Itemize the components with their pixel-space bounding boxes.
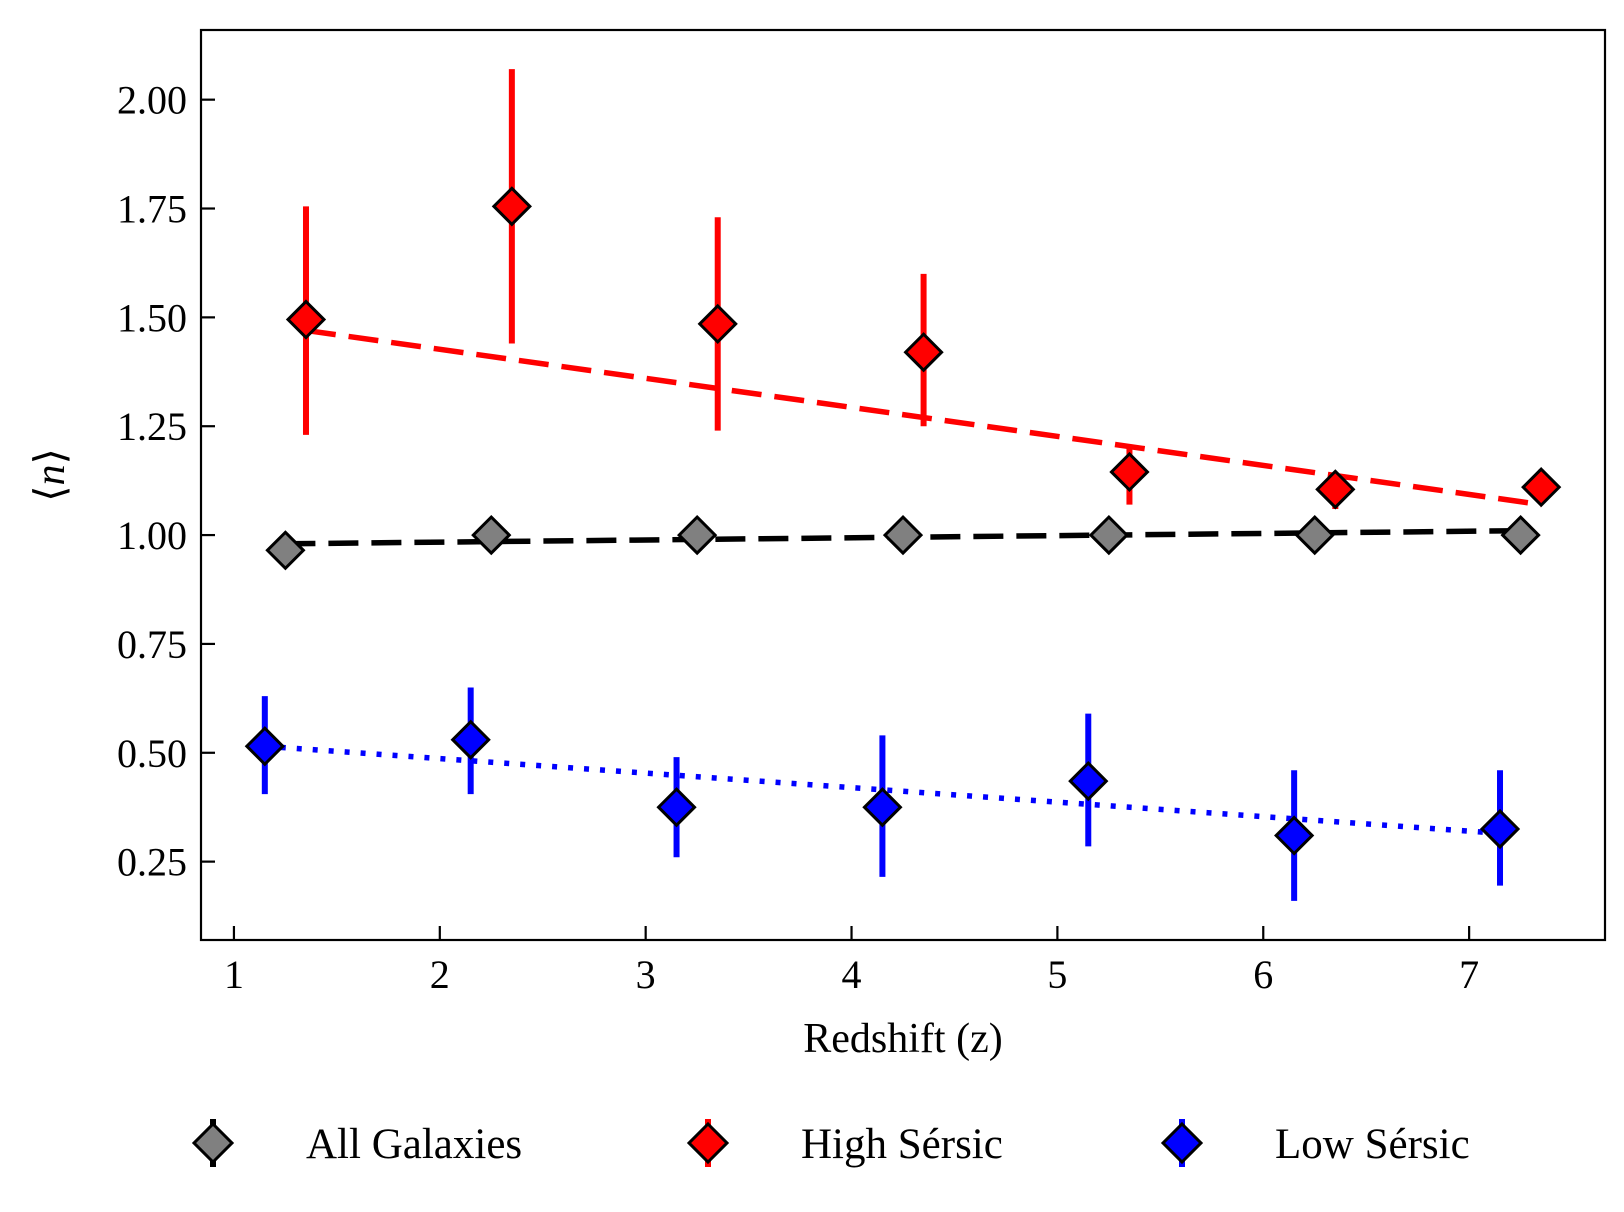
high-sersic-marker	[1521, 467, 1562, 508]
low-sersic-marker	[1274, 815, 1315, 856]
low-sersic-marker	[244, 726, 285, 767]
x-tick-label: 4	[842, 952, 862, 997]
x-axis-ticks: 1 2 3 4 5 6 7	[224, 926, 1479, 997]
y-axis-title: ⟨n⟩	[28, 448, 74, 502]
all-galaxies-legend-label: All Galaxies	[306, 1121, 522, 1168]
x-tick-label: 6	[1253, 952, 1273, 997]
high-sersic-marker	[1315, 469, 1356, 510]
fit-lines	[264, 327, 1542, 837]
low-sersic-legend-label: Low Sérsic	[1275, 1121, 1470, 1168]
low-sersic-legend-marker	[1160, 1121, 1204, 1165]
x-tick-label: 2	[430, 952, 450, 997]
y-tick-label: 1.00	[117, 513, 187, 558]
high-sersic-marker	[491, 186, 532, 227]
y-tick-label: 0.50	[117, 731, 187, 776]
y-axis-title-open: ⟨	[28, 486, 74, 502]
low-sersic-marker	[862, 787, 903, 828]
x-tick-label: 5	[1047, 952, 1067, 997]
all-galaxies-marker	[677, 514, 718, 556]
y-axis-title-var: n	[28, 465, 74, 486]
high-sersic-marker	[285, 299, 327, 340]
all-galaxies-marker	[265, 530, 306, 571]
y-axis-ticks: 0.25 0.50 0.75 1.00 1.25 1.50 1.75 2.00	[117, 78, 215, 885]
x-tick-label: 7	[1459, 952, 1479, 997]
y-tick-label: 1.75	[117, 187, 187, 232]
y-axis-title-close: ⟩	[28, 448, 74, 464]
y-tick-label: 2.00	[117, 78, 187, 123]
y-tick-label: 0.25	[117, 840, 187, 885]
y-tick-label: 0.75	[117, 622, 187, 667]
low-sersic-marker	[1479, 808, 1521, 850]
low-sersic-marker	[656, 787, 697, 828]
high-sersic-legend-marker	[686, 1121, 730, 1165]
high-sersic-legend-label: High Sérsic	[801, 1121, 1003, 1168]
y-tick-label: 1.25	[117, 404, 187, 449]
high-sersic-marker	[1109, 451, 1150, 493]
high-sersic-marker	[903, 332, 944, 373]
plot-frame	[199, 28, 1607, 942]
all-galaxies-marker	[1088, 514, 1129, 556]
high-sersic-marker	[697, 303, 738, 345]
low-sersic-marker	[1068, 760, 1109, 802]
data-markers	[244, 186, 1562, 856]
y-tick-label: 1.50	[117, 295, 187, 340]
all-galaxies-marker	[882, 514, 924, 556]
x-axis-title: Redshift (z)	[803, 1016, 1002, 1062]
legend: All Galaxies High Sérsic Low Sérsic	[191, 1119, 1470, 1168]
all-galaxies-marker	[1294, 514, 1335, 556]
low-sersic-marker	[450, 719, 491, 760]
x-tick-label: 3	[636, 952, 656, 997]
all-galaxies-marker	[1500, 514, 1541, 556]
x-tick-label: 1	[224, 952, 244, 997]
all-galaxies-legend-marker	[191, 1121, 235, 1165]
all-galaxies-marker	[471, 514, 512, 556]
